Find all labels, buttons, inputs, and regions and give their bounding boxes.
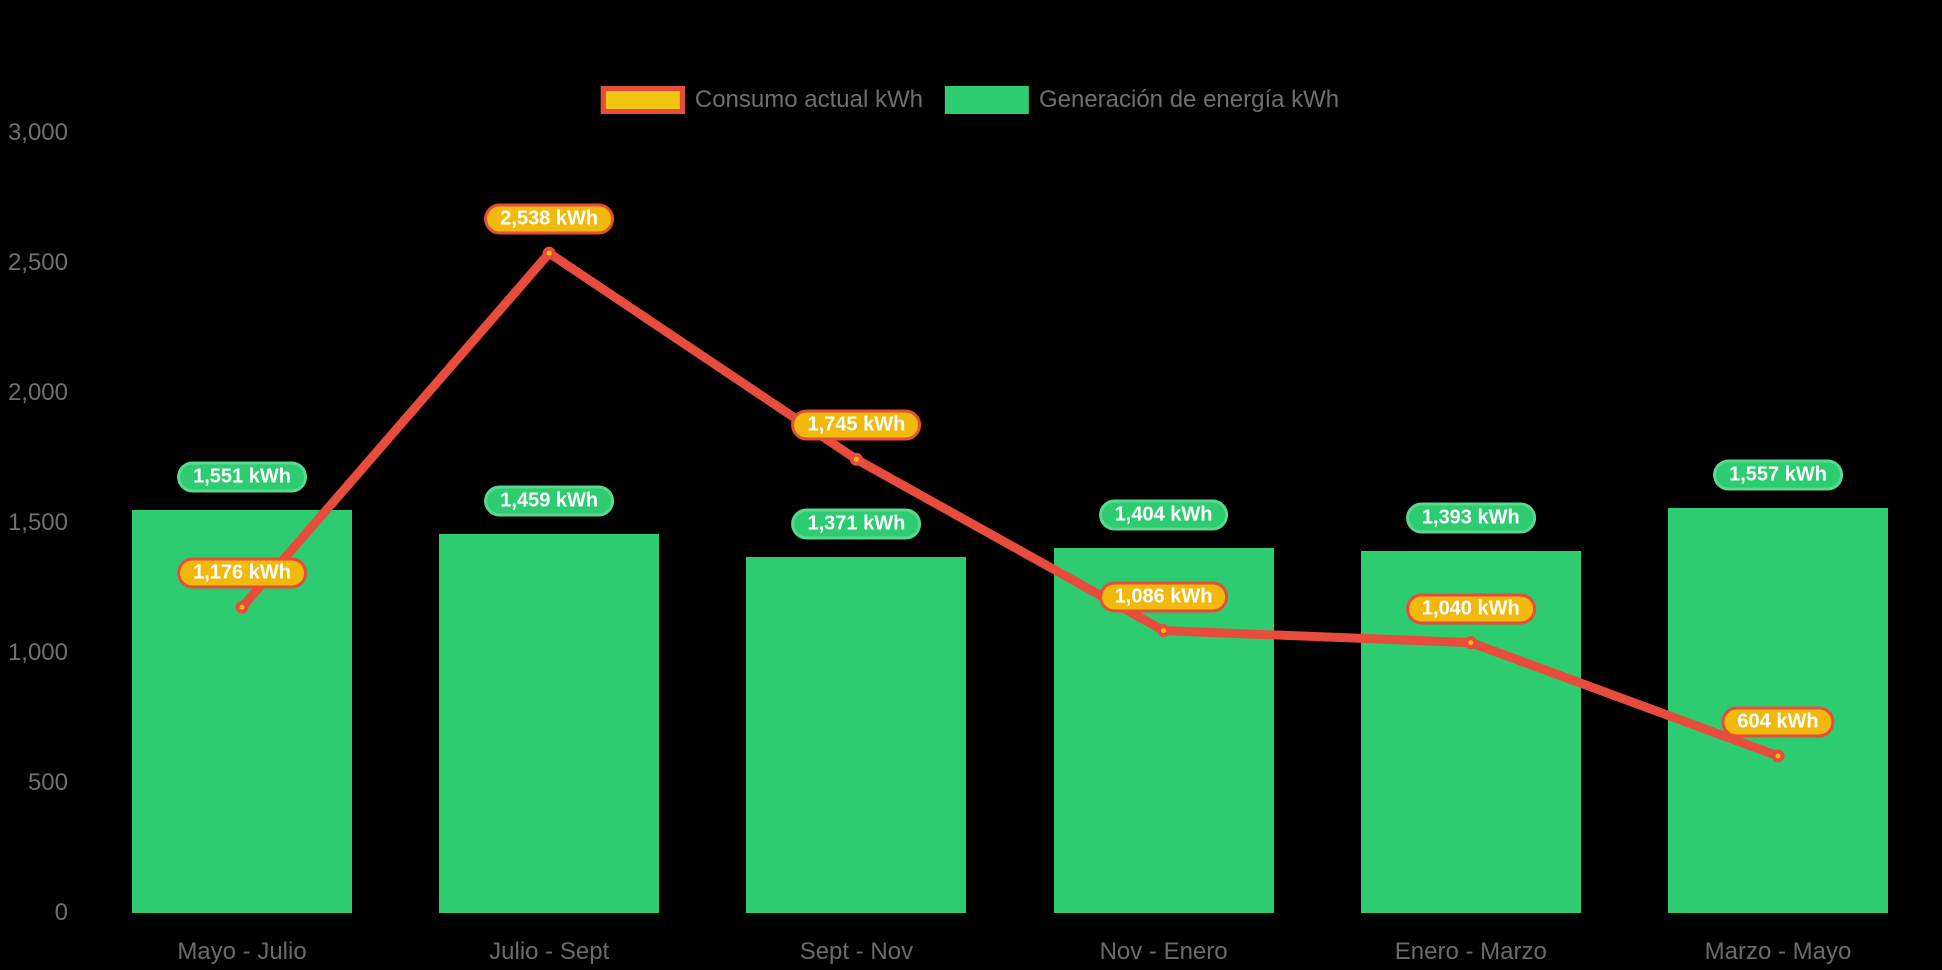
generation-value-label: 1,393 kWh bbox=[1405, 502, 1536, 534]
generation-value-label: 1,557 kWh bbox=[1713, 459, 1843, 491]
x-axis-category-label: Nov - Enero bbox=[1099, 938, 1228, 965]
generation-value-label: 1,551 kWh bbox=[177, 461, 307, 493]
consumption-value-label: 2,538 kWh bbox=[484, 203, 615, 235]
generacion-legend-swatch-icon bbox=[944, 86, 1029, 114]
generation-value-label: 1,371 kWh bbox=[791, 508, 922, 540]
x-axis-category-label: Julio - Sept bbox=[489, 938, 610, 965]
x-axis-category-label: Mayo - Julio bbox=[177, 938, 307, 965]
x-axis-category-label: Enero - Marzo bbox=[1394, 938, 1547, 965]
legend-item-consumo[interactable]: Consumo actual kWh bbox=[600, 86, 923, 114]
consumption-data-point[interactable] bbox=[542, 246, 556, 260]
consumption-value-label: 1,745 kWh bbox=[791, 409, 922, 441]
legend-label-generacion: Generación de energía kWh bbox=[1038, 86, 1340, 113]
y-axis-tick-label: 3,000 bbox=[7, 119, 68, 146]
y-axis-tick-label: 500 bbox=[27, 769, 68, 796]
x-axis-category-label: Sept - Nov bbox=[799, 938, 914, 965]
x-axis-category-label: Marzo - Mayo bbox=[1704, 938, 1852, 965]
consumption-value-label: 1,040 kWh bbox=[1405, 593, 1536, 625]
consumption-data-point[interactable] bbox=[849, 452, 863, 466]
generation-value-label: 1,459 kWh bbox=[484, 485, 615, 517]
legend-item-generacion[interactable]: Generación de energía kWh bbox=[944, 86, 1340, 114]
generation-bar[interactable] bbox=[439, 533, 660, 913]
generation-bar[interactable] bbox=[746, 556, 967, 913]
generation-value-label: 1,404 kWh bbox=[1098, 499, 1229, 531]
y-axis-tick-label: 0 bbox=[54, 899, 68, 926]
legend: Consumo actual kWh Generación de energía… bbox=[600, 86, 1340, 114]
legend-label-consumo: Consumo actual kWh bbox=[694, 86, 923, 113]
consumption-value-label: 1,176 kWh bbox=[177, 557, 307, 589]
consumo-legend-swatch-icon bbox=[600, 86, 685, 114]
y-axis-tick-label: 1,500 bbox=[7, 509, 68, 536]
y-axis-tick-label: 2,500 bbox=[7, 249, 68, 276]
consumption-value-label: 1,086 kWh bbox=[1098, 581, 1229, 613]
y-axis-tick-label: 1,000 bbox=[7, 639, 68, 666]
y-axis-tick-label: 2,000 bbox=[7, 379, 68, 406]
consumption-value-label: 604 kWh bbox=[1721, 706, 1835, 738]
